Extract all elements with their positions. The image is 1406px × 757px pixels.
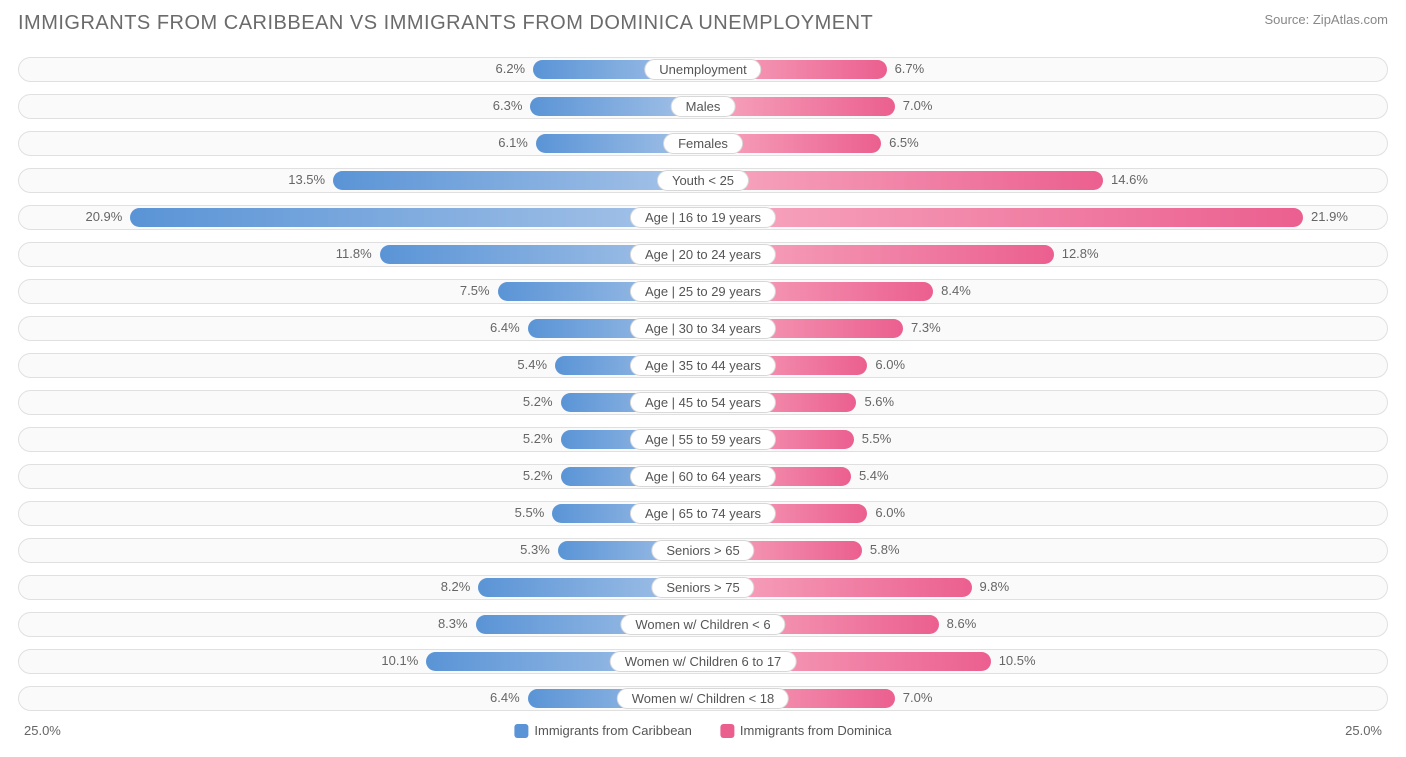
value-label-left: 6.3%	[493, 98, 523, 113]
category-label: Age | 65 to 74 years	[630, 503, 776, 524]
chart-title: IMMIGRANTS FROM CARIBBEAN VS IMMIGRANTS …	[18, 12, 873, 35]
chart-row: 6.1% 6.5% Females	[18, 127, 1388, 160]
chart-source: Source: ZipAtlas.com	[1264, 12, 1388, 27]
chart-area: 6.2% 6.7% Unemployment 6.3% 7.0% Males 6.1% 6.5…	[18, 53, 1388, 715]
legend-item-right: Immigrants from Dominica	[720, 723, 892, 738]
value-label-right: 6.5%	[889, 135, 919, 150]
axis-max-right: 25.0%	[1345, 723, 1382, 738]
value-label-right: 10.5%	[999, 653, 1036, 668]
value-label-right: 9.8%	[980, 579, 1010, 594]
value-label-left: 8.3%	[438, 616, 468, 631]
value-label-right: 5.5%	[862, 431, 892, 446]
category-label: Seniors > 75	[651, 577, 754, 598]
value-label-right: 5.6%	[864, 394, 894, 409]
chart-row: 5.2% 5.6% Age | 45 to 54 years	[18, 386, 1388, 419]
chart-footer: 25.0% Immigrants from Caribbean Immigran…	[18, 721, 1388, 751]
chart-row: 6.4% 7.3% Age | 30 to 34 years	[18, 312, 1388, 345]
category-label: Age | 45 to 54 years	[630, 392, 776, 413]
chart-row: 6.2% 6.7% Unemployment	[18, 53, 1388, 86]
chart-row: 5.4% 6.0% Age | 35 to 44 years	[18, 349, 1388, 382]
chart-row: 6.4% 7.0% Women w/ Children < 18	[18, 682, 1388, 715]
category-label: Unemployment	[644, 59, 761, 80]
category-label: Age | 35 to 44 years	[630, 355, 776, 376]
legend-label-right: Immigrants from Dominica	[740, 723, 892, 738]
value-label-right: 5.8%	[870, 542, 900, 557]
value-label-left: 11.8%	[336, 246, 372, 261]
value-label-left: 6.4%	[490, 690, 520, 705]
chart-row: 6.3% 7.0% Males	[18, 90, 1388, 123]
value-label-left: 5.2%	[523, 431, 553, 446]
value-label-left: 5.2%	[523, 394, 553, 409]
chart-row: 8.3% 8.6% Women w/ Children < 6	[18, 608, 1388, 641]
category-label: Women w/ Children < 18	[617, 688, 789, 709]
value-label-left: 13.5%	[288, 172, 325, 187]
chart-row: 5.5% 6.0% Age | 65 to 74 years	[18, 497, 1388, 530]
bar-right	[703, 208, 1303, 227]
value-label-right: 21.9%	[1311, 209, 1348, 224]
category-label: Age | 60 to 64 years	[630, 466, 776, 487]
legend-label-left: Immigrants from Caribbean	[534, 723, 692, 738]
chart-row: 5.3% 5.8% Seniors > 65	[18, 534, 1388, 567]
category-label: Youth < 25	[657, 170, 749, 191]
legend-item-left: Immigrants from Caribbean	[514, 723, 692, 738]
chart-row: 5.2% 5.5% Age | 55 to 59 years	[18, 423, 1388, 456]
category-label: Males	[671, 96, 736, 117]
axis-max-left: 25.0%	[24, 723, 61, 738]
legend-swatch-left	[514, 724, 528, 738]
value-label-left: 5.5%	[515, 505, 545, 520]
value-label-left: 8.2%	[441, 579, 471, 594]
value-label-right: 6.7%	[895, 61, 925, 76]
chart-row: 11.8% 12.8% Age | 20 to 24 years	[18, 238, 1388, 271]
chart-row: 5.2% 5.4% Age | 60 to 64 years	[18, 460, 1388, 493]
category-label: Age | 30 to 34 years	[630, 318, 776, 339]
value-label-right: 7.0%	[903, 98, 933, 113]
chart-row: 8.2% 9.8% Seniors > 75	[18, 571, 1388, 604]
value-label-left: 5.3%	[520, 542, 550, 557]
value-label-right: 12.8%	[1062, 246, 1099, 261]
value-label-left: 5.4%	[517, 357, 547, 372]
bar-left	[130, 208, 703, 227]
value-label-right: 6.0%	[875, 505, 905, 520]
value-label-right: 8.4%	[941, 283, 971, 298]
chart-row: 13.5% 14.6% Youth < 25	[18, 164, 1388, 197]
value-label-right: 14.6%	[1111, 172, 1148, 187]
value-label-left: 10.1%	[381, 653, 418, 668]
value-label-left: 20.9%	[85, 209, 122, 224]
value-label-left: 5.2%	[523, 468, 553, 483]
chart-header: IMMIGRANTS FROM CARIBBEAN VS IMMIGRANTS …	[18, 12, 1388, 35]
value-label-left: 6.1%	[498, 135, 528, 150]
category-label: Women w/ Children 6 to 17	[610, 651, 797, 672]
value-label-right: 7.3%	[911, 320, 941, 335]
bar-right	[703, 171, 1103, 190]
legend-swatch-right	[720, 724, 734, 738]
value-label-left: 6.4%	[490, 320, 520, 335]
value-label-right: 5.4%	[859, 468, 889, 483]
chart-row: 20.9% 21.9% Age | 16 to 19 years	[18, 201, 1388, 234]
category-label: Females	[663, 133, 743, 154]
category-label: Seniors > 65	[651, 540, 754, 561]
category-label: Women w/ Children < 6	[620, 614, 785, 635]
chart-row: 7.5% 8.4% Age | 25 to 29 years	[18, 275, 1388, 308]
value-label-right: 7.0%	[903, 690, 933, 705]
category-label: Age | 20 to 24 years	[630, 244, 776, 265]
value-label-right: 6.0%	[875, 357, 905, 372]
value-label-left: 7.5%	[460, 283, 490, 298]
chart-legend: Immigrants from Caribbean Immigrants fro…	[514, 723, 891, 738]
category-label: Age | 16 to 19 years	[630, 207, 776, 228]
value-label-right: 8.6%	[947, 616, 977, 631]
category-label: Age | 25 to 29 years	[630, 281, 776, 302]
bar-left	[333, 171, 703, 190]
value-label-left: 6.2%	[495, 61, 525, 76]
category-label: Age | 55 to 59 years	[630, 429, 776, 450]
chart-row: 10.1% 10.5% Women w/ Children 6 to 17	[18, 645, 1388, 678]
